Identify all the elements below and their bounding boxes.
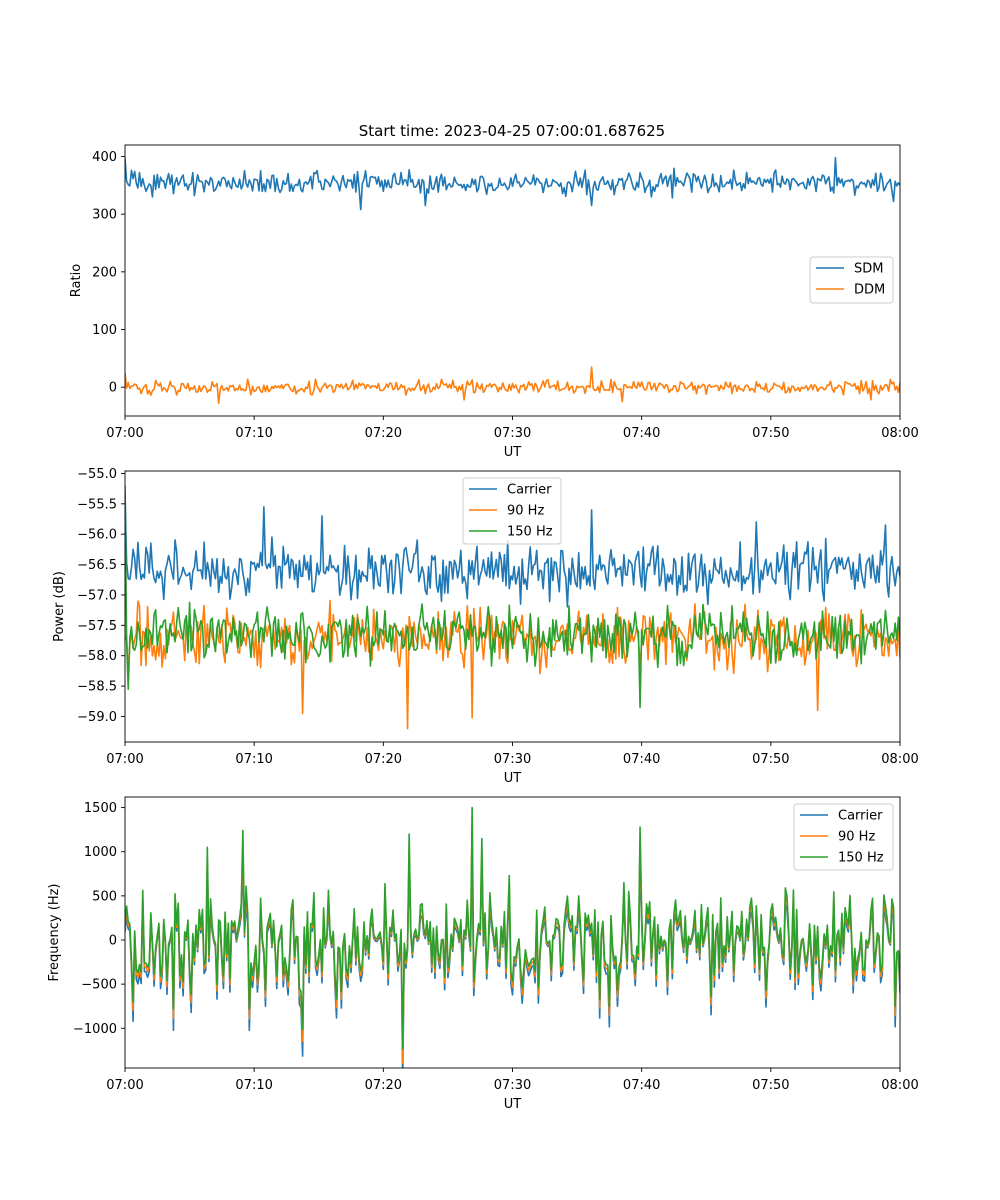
x-tick-label: 08:00 [881,426,918,441]
y-tick-label: 1000 [84,845,117,860]
y-tick-label: 100 [92,323,117,338]
series-line-90-hz [125,599,900,730]
series-line-sdm [125,156,900,211]
y-tick-label: −59.0 [77,710,117,725]
x-tick-label: 07:30 [494,426,531,441]
legend-box [793,803,894,871]
legend-label: 90 Hz [507,504,544,519]
legend-box [462,477,562,545]
legend-label: 150 Hz [838,851,884,866]
y-tick-label: −56.0 [77,528,117,543]
y-tick-label: 0 [109,934,117,949]
x-axis-label: UT [504,1097,522,1112]
y-tick-label: −55.5 [77,497,117,512]
y-tick-label: −58.0 [77,649,117,664]
x-tick-label: 07:00 [106,1078,143,1093]
y-tick-label: −57.5 [77,619,117,634]
x-tick-label: 07:10 [235,426,272,441]
y-tick-label: 200 [92,265,117,280]
series-line-150-hz [125,485,900,709]
series-line-ddm [125,366,900,405]
x-axis-label: UT [504,771,522,786]
legend-label: Carrier [838,809,883,824]
y-axis-label: Frequency (Hz) [47,883,62,981]
x-tick-label: 07:30 [494,752,531,767]
y-tick-label: −1000 [73,1022,117,1037]
x-tick-label: 07:50 [752,426,789,441]
legend-label: 90 Hz [838,830,875,845]
x-tick-label: 07:30 [494,1078,531,1093]
y-axis-label: Power (dB) [52,571,67,642]
series-line-carrier [125,491,900,608]
y-tick-label: −55.0 [77,467,117,482]
x-tick-label: 07:00 [106,752,143,767]
x-tick-label: 07:50 [752,1078,789,1093]
y-tick-label: 300 [92,208,117,223]
x-tick-label: 07:20 [365,426,402,441]
x-tick-label: 07:40 [623,1078,660,1093]
y-tick-label: −56.5 [77,558,117,573]
y-tick-label: −57.0 [77,588,117,603]
y-tick-label: 400 [92,150,117,165]
legend-label: Carrier [507,483,552,498]
chart-title: Start time: 2023-04-25 07:00:01.687625 [359,122,665,140]
x-tick-label: 07:40 [623,426,660,441]
y-tick-label: 500 [92,889,117,904]
x-axis-label: UT [504,445,522,460]
y-tick-label: −500 [81,978,117,993]
y-tick-label: 0 [109,381,117,396]
x-tick-label: 07:20 [365,752,402,767]
x-tick-label: 07:10 [235,1078,272,1093]
y-tick-label: 1500 [84,801,117,816]
x-tick-label: 07:40 [623,752,660,767]
x-tick-label: 07:50 [752,752,789,767]
legend-label: DDM [854,283,885,298]
legend-label: 150 Hz [507,525,553,540]
x-tick-label: 07:00 [106,426,143,441]
x-tick-label: 07:10 [235,752,272,767]
legend-label: SDM [854,262,883,277]
x-tick-label: 08:00 [881,752,918,767]
x-tick-label: 08:00 [881,1078,918,1093]
series-line-150-hz [125,806,900,1050]
y-axis-label: Ratio [69,264,84,297]
y-tick-label: −58.5 [77,680,117,695]
x-tick-label: 07:20 [365,1078,402,1093]
